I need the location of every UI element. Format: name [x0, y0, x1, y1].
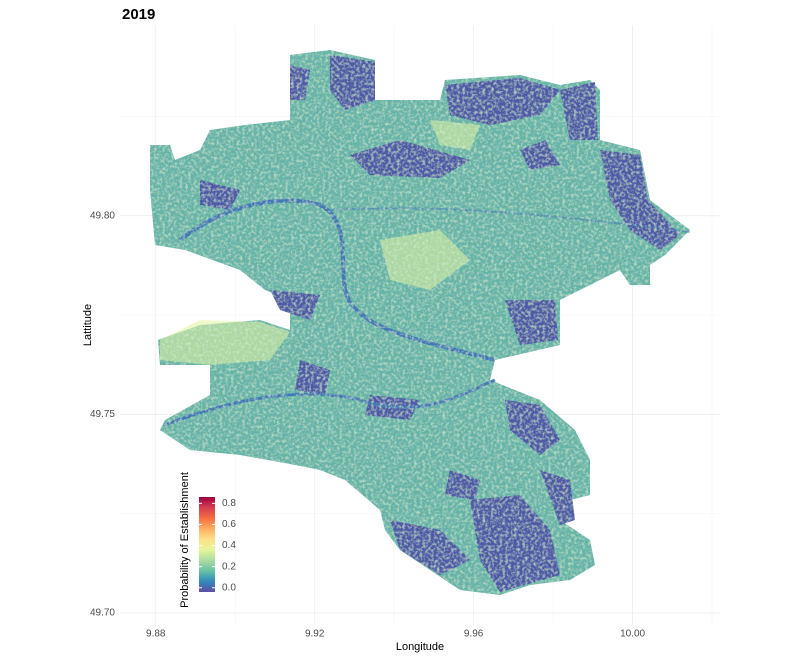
- legend-tick-label: 0.2: [222, 561, 236, 572]
- legend-title: Probability of Establishment: [179, 472, 191, 608]
- x-tick-label: 9.96: [464, 629, 484, 640]
- x-tick-label: 9.92: [305, 629, 325, 640]
- legend-tick-label: 0.4: [222, 540, 236, 551]
- x-tick-label: 9.88: [146, 629, 166, 640]
- chart-title: 2019: [122, 6, 155, 23]
- map-region: [150, 50, 691, 595]
- y-tick-label: 49.70: [90, 608, 115, 619]
- y-axis-title: Lattitude: [82, 304, 94, 346]
- y-tick-label: 49.75: [90, 409, 115, 420]
- colorbar: [199, 497, 215, 592]
- y-tick-label: 49.80: [90, 210, 115, 221]
- legend-tick-label: 0.8: [222, 498, 236, 509]
- legend-tick-label: 0.6: [222, 519, 236, 530]
- x-axis-title: Longitude: [396, 641, 444, 653]
- x-tick-label: 10.00: [620, 629, 645, 640]
- legend-tick-label: 0.0: [222, 582, 236, 593]
